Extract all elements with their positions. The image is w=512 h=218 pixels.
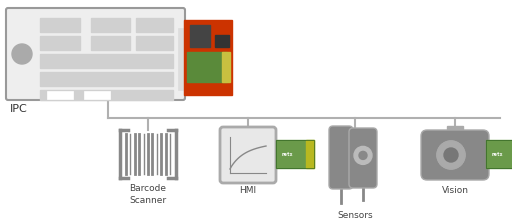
Bar — [91, 36, 131, 50]
Circle shape — [12, 44, 32, 64]
Bar — [178, 28, 186, 90]
Bar — [136, 36, 173, 50]
Circle shape — [354, 146, 372, 164]
Bar — [486, 140, 512, 168]
Text: netx: netx — [282, 152, 293, 157]
Text: Barcode
Scanner: Barcode Scanner — [130, 184, 166, 205]
Text: Sensors: Sensors — [337, 211, 373, 218]
Bar — [40, 72, 173, 86]
Bar — [40, 36, 80, 50]
Bar — [40, 90, 173, 100]
Bar — [215, 35, 229, 47]
Bar — [184, 20, 232, 95]
Bar — [40, 54, 173, 68]
FancyBboxPatch shape — [220, 127, 276, 183]
Bar — [222, 52, 230, 82]
Bar — [276, 140, 314, 168]
Circle shape — [437, 141, 465, 169]
Text: netx: netx — [492, 152, 503, 157]
Text: IPC: IPC — [10, 104, 28, 114]
FancyBboxPatch shape — [349, 128, 377, 188]
Circle shape — [444, 148, 458, 162]
Bar — [306, 140, 314, 168]
Bar — [84, 91, 111, 99]
Bar — [47, 91, 73, 99]
Bar — [190, 25, 210, 47]
Bar — [91, 18, 131, 32]
FancyBboxPatch shape — [421, 130, 489, 180]
Bar — [40, 18, 80, 32]
Text: HMI: HMI — [240, 186, 257, 195]
FancyBboxPatch shape — [6, 8, 185, 100]
Bar — [486, 140, 512, 168]
Text: Vision: Vision — [441, 186, 468, 195]
Bar — [136, 18, 173, 32]
Bar — [276, 140, 314, 168]
FancyBboxPatch shape — [329, 126, 353, 189]
Circle shape — [359, 151, 367, 159]
Bar — [447, 126, 463, 140]
Bar — [187, 52, 227, 82]
